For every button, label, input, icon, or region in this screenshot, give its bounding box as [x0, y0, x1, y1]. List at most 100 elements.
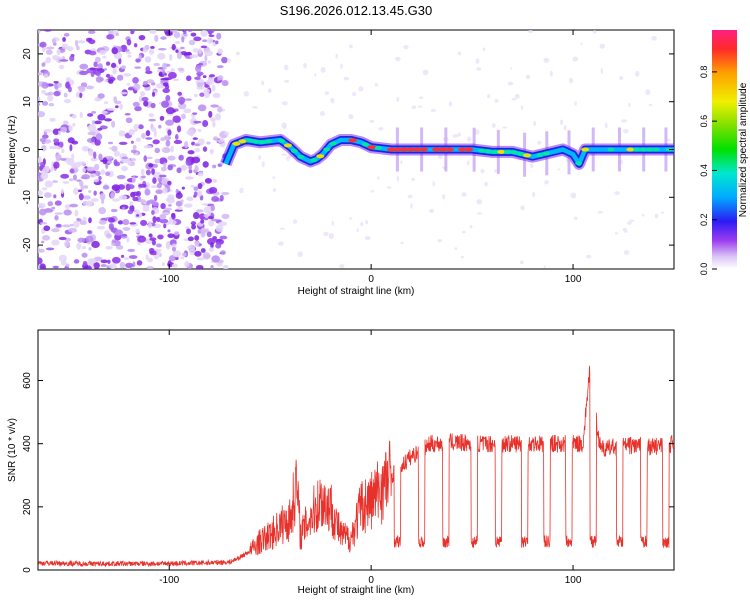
noise-speck	[281, 101, 288, 106]
noise-blob	[194, 240, 200, 247]
noise-blob	[138, 95, 143, 103]
noise-blob	[110, 192, 115, 199]
noise-blob	[86, 166, 95, 172]
ridge-hotspot	[478, 148, 486, 153]
noise-speck	[365, 220, 369, 225]
noise-blob	[168, 204, 172, 207]
noise-blob	[82, 200, 90, 206]
noise-blob	[127, 87, 133, 91]
noise-blob	[208, 247, 215, 252]
noise-blob	[44, 192, 52, 198]
noise-speck	[476, 67, 482, 71]
x-tick-label: 100	[565, 575, 582, 586]
noise-blob	[120, 254, 125, 258]
noise-blob	[183, 203, 193, 208]
noise-blob	[79, 180, 84, 187]
colorbar-tick-label: 0.4	[699, 164, 709, 177]
noise-blob	[206, 30, 215, 34]
noise-blob	[61, 56, 66, 60]
noise-blob	[216, 65, 224, 69]
ridge-hotspot	[542, 151, 550, 156]
noise-speck	[284, 79, 290, 83]
noise-blob	[127, 248, 136, 252]
noise-blob	[190, 32, 197, 37]
noise-blob	[62, 121, 70, 125]
noise-blob	[196, 257, 205, 261]
noise-blob	[63, 240, 71, 248]
y-tick-label: 10	[22, 96, 33, 108]
noise-blob	[175, 49, 179, 53]
noise-speck	[400, 160, 403, 164]
noise-blob	[121, 234, 128, 237]
noise-blob	[184, 98, 192, 101]
noise-blob	[44, 180, 53, 188]
noise-blob	[38, 202, 46, 209]
noise-blob	[169, 53, 173, 61]
noise-blob	[198, 62, 204, 66]
noise-blob	[47, 94, 54, 102]
noise-speck	[377, 176, 380, 180]
noise-blob	[107, 160, 113, 164]
noise-blob	[79, 220, 87, 226]
noise-blob	[131, 30, 135, 34]
noise-blob	[45, 56, 52, 64]
noise-blob	[152, 176, 157, 184]
noise-blob	[127, 209, 134, 215]
noise-blob	[53, 194, 57, 199]
noise-blob	[90, 138, 95, 143]
noise-blob	[72, 174, 77, 181]
noise-blob	[106, 107, 116, 111]
noise-speck	[437, 239, 443, 243]
noise-speck	[430, 108, 437, 112]
noise-blob	[55, 146, 62, 150]
noise-blob	[165, 242, 171, 250]
noise-blob	[38, 111, 46, 118]
noise-blob	[166, 196, 175, 204]
noise-blob	[87, 30, 96, 35]
noise-blob	[180, 51, 188, 56]
noise-blob	[151, 210, 155, 215]
noise-speck	[520, 205, 525, 211]
ridge-hotspot	[464, 147, 474, 152]
noise-blob	[120, 65, 127, 70]
noise-blob	[151, 91, 156, 97]
noise-blob	[79, 111, 83, 119]
noise-blob	[127, 161, 132, 166]
noise-speck	[340, 63, 343, 70]
noise-blob	[193, 120, 202, 124]
noise-speck	[635, 70, 640, 77]
noise-speck	[320, 67, 326, 73]
noise-blob	[210, 242, 214, 249]
noise-blob	[53, 161, 60, 169]
noise-blob	[203, 217, 209, 221]
noise-blob	[185, 75, 192, 82]
noise-blob	[133, 123, 140, 131]
noise-blob	[167, 260, 172, 268]
noise-blob	[146, 79, 155, 84]
noise-blob	[63, 98, 72, 104]
noise-blob	[123, 257, 130, 261]
noise-speck	[226, 58, 232, 64]
ridge-hotspot	[316, 154, 325, 159]
noise-blob	[69, 55, 75, 62]
noise-blob	[60, 173, 70, 179]
noise-blob	[100, 169, 105, 175]
noise-blob	[71, 140, 79, 145]
noise-speck	[352, 92, 356, 97]
noise-blob	[101, 197, 105, 205]
noise-blob	[215, 224, 224, 232]
noise-blob	[216, 32, 222, 40]
noise-speck	[261, 161, 265, 168]
spectrogram-xlabel: Height of straight line (km)	[298, 286, 415, 297]
noise-blob	[88, 37, 93, 41]
noise-blob	[206, 37, 214, 44]
noise-blob	[143, 145, 152, 149]
noise-blob	[106, 34, 115, 40]
noise-blob	[144, 44, 150, 50]
noise-blob	[187, 245, 192, 249]
noise-speck	[654, 213, 659, 219]
noise-speck	[396, 175, 399, 182]
noise-blob	[88, 50, 97, 56]
noise-speck	[441, 194, 446, 200]
